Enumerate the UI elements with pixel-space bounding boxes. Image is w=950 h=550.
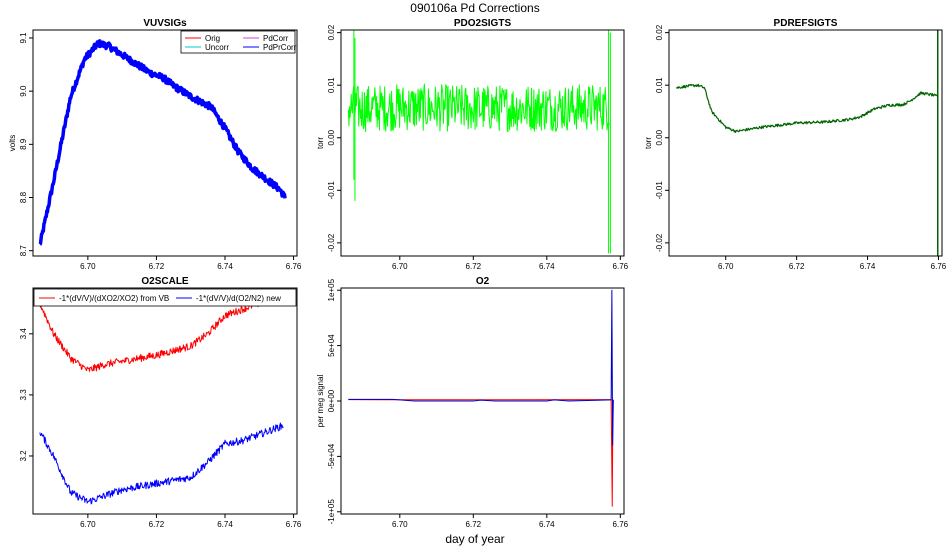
- o2-ytick-label-4: 1e+05: [327, 278, 336, 301]
- pdo2sigts-ylabel: torr: [316, 137, 325, 149]
- o2-ytick-label-1: -5e+04: [327, 443, 336, 469]
- o2scale-legend-label-0: -1*(dV/V)/(dXO2/XO2) from VB: [59, 294, 169, 303]
- o2-ylabel: per meg signal: [316, 375, 325, 428]
- o2-panel: O2 6.70 6.72 6.74 6.76 -1e+05 -5e+04 0e+00 5e+04…: [316, 276, 629, 529]
- pdrefsigts-xtick-label-2: 6.74: [860, 262, 876, 271]
- o2scale-ytick-label-0: 3.2: [19, 450, 28, 462]
- o2-ytick-label-0: -1e+05: [327, 499, 336, 525]
- vuvsigs-xtick-label-1: 6.72: [149, 262, 165, 271]
- pdo2sigts-xtick-label-3: 6.76: [613, 262, 629, 271]
- pdrefsigts-series-0: [675, 83, 939, 133]
- o2-series-group: [348, 289, 614, 507]
- vuvsigs-ytick-label-0: 8.7: [19, 245, 28, 257]
- o2-title: O2: [476, 276, 490, 287]
- o2-xtick-label-3: 6.76: [613, 520, 629, 529]
- pdrefsigts-ytick-label-1: -0.01: [655, 181, 664, 200]
- pdo2sigts-panel: PDO2SIGTS 6.70 6.72 6.74 6.76 -0.02 -0.01 0.00 0…: [316, 18, 629, 271]
- pdo2sigts-xtick-label-0: 6.70: [392, 262, 408, 271]
- vuvsigs-legend-box: [180, 30, 296, 54]
- pdrefsigts-xtick-label-1: 6.72: [789, 262, 805, 271]
- vuvsigs-series-group: [38, 39, 287, 246]
- pdrefsigts-xtick-label-0: 6.70: [718, 262, 734, 271]
- pdrefsigts-xtick-label-3: 6.76: [931, 262, 947, 271]
- vuvsigs-ytick-label-2: 8.9: [19, 138, 28, 150]
- vuvsigs-legend-label-3: PdPrCorr: [263, 43, 297, 52]
- o2-series-0: [348, 399, 614, 507]
- o2scale-ytick-label-2: 3.4: [19, 328, 28, 340]
- o2scale-xtick-label-2: 6.74: [217, 520, 233, 529]
- figure-title: 090106a Pd Corrections: [410, 1, 539, 15]
- pdo2sigts-title: PDO2SIGTS: [454, 18, 512, 29]
- vuvsigs-frame: [32, 29, 298, 257]
- o2scale-xtick-label-0: 6.70: [80, 520, 96, 529]
- o2scale-series-1: [39, 422, 284, 505]
- vuvsigs-legend-label-1: PdCorr: [263, 34, 289, 43]
- pdo2sigts-series-group: [347, 30, 611, 254]
- o2scale-legend-label-1: -1*(dV/V)/d(O2/N2) new: [196, 294, 281, 303]
- pdrefsigts-ytick-label-2: 0.00: [655, 129, 664, 145]
- vuvsigs-ytick-label-4: 9.1: [19, 32, 28, 44]
- pdo2sigts-ytick-label-1: -0.01: [327, 181, 336, 200]
- pdo2sigts-ytick-label-4: 0.02: [327, 24, 336, 40]
- vuvsigs-panel: VUVSIGs 6.70 6.72 6.74 6.76 8.7 8.8 8.9 9.0 9.1 vo…: [8, 18, 302, 271]
- o2-ytick-label-2: 0e+00: [327, 389, 336, 412]
- o2-ytick-label-3: 5e+04: [327, 334, 336, 357]
- vuvsigs-legend: Orig PdCorr Uncorr PdPrCorr: [180, 30, 297, 54]
- o2scale-series-group: [39, 290, 284, 505]
- pdrefsigts-ytick-label-0: -0.02: [655, 233, 664, 252]
- o2scale-xtick-label-3: 6.76: [286, 520, 302, 529]
- o2scale-frame: [32, 287, 298, 515]
- o2scale-series-0: [39, 290, 284, 372]
- vuvsigs-ytick-label-1: 8.8: [19, 191, 28, 203]
- pdrefsigts-ytick-label-4: 0.02: [655, 24, 664, 40]
- vuvsigs-legend-label-0: Orig: [205, 34, 220, 43]
- o2scale-xtick-label-1: 6.72: [149, 520, 165, 529]
- pdo2sigts-xtick-label-1: 6.72: [466, 262, 482, 271]
- o2-series-1: [348, 289, 614, 446]
- o2scale-legend-box: [33, 288, 297, 307]
- vuvsigs-title: VUVSIGs: [143, 18, 187, 29]
- o2scale-title: O2SCALE: [141, 276, 189, 287]
- vuvsigs-series-3: [38, 39, 287, 246]
- o2scale-panel: O2SCALE 6.70 6.72 6.74 6.76 3.2 3.3 3.4 -1*(dV/V…: [19, 276, 302, 529]
- pdrefsigts-frame: [668, 29, 943, 257]
- o2scale-legend: -1*(dV/V)/(dXO2/XO2) from VB -1*(dV/V)/d(…: [33, 288, 297, 307]
- o2scale-ytick-label-1: 3.3: [19, 389, 28, 401]
- vuvsigs-ytick-label-3: 9.0: [19, 85, 28, 97]
- pdo2sigts-frame: [340, 29, 625, 257]
- o2-xtick-label-0: 6.70: [392, 520, 408, 529]
- o2-xtick-label-1: 6.72: [466, 520, 482, 529]
- pdrefsigts-series-group: [675, 30, 939, 256]
- vuvsigs-xtick-label-2: 6.74: [217, 262, 233, 271]
- pdo2sigts-series-0: [347, 83, 610, 133]
- vuvsigs-legend-label-2: Uncorr: [205, 43, 229, 52]
- panels: VUVSIGs 6.70 6.72 6.74 6.76 8.7 8.8 8.9 9.0 9.1 vo…: [8, 18, 947, 529]
- pdrefsigts-ytick-label-3: 0.01: [655, 77, 664, 93]
- pdo2sigts-ytick-label-0: -0.02: [327, 233, 336, 252]
- figure-xlabel: day of year: [445, 532, 504, 546]
- vuvsigs-xtick-label-3: 6.76: [286, 262, 302, 271]
- pdo2sigts-ytick-label-3: 0.01: [327, 77, 336, 93]
- vuvsigs-ylabel: volts: [8, 135, 17, 151]
- vuvsigs-xtick-label-0: 6.70: [80, 262, 96, 271]
- pdrefsigts-ylabel: torr: [644, 137, 653, 149]
- pdrefsigts-panel: PDREFSIGTS 6.70 6.72 6.74 6.76 -0.02 -0.01 0.00…: [644, 18, 947, 271]
- pdo2sigts-ytick-label-2: 0.00: [327, 129, 336, 145]
- pdo2sigts-xtick-label-2: 6.74: [539, 262, 555, 271]
- pdrefsigts-title: PDREFSIGTS: [774, 18, 838, 29]
- o2-xtick-label-2: 6.74: [539, 520, 555, 529]
